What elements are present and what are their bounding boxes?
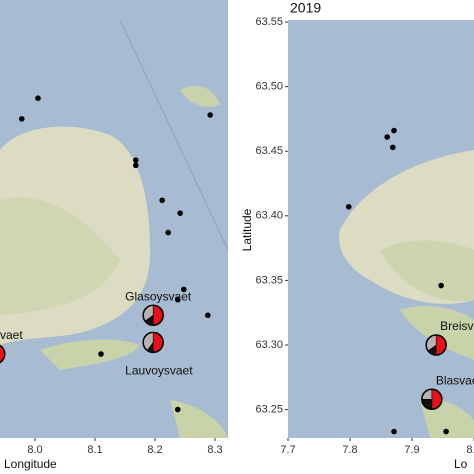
y-tick-label: 63.25 <box>255 403 283 415</box>
site-point <box>384 134 391 140</box>
pie-outline <box>0 344 6 364</box>
site-label: Breisv <box>440 319 473 333</box>
site-point <box>132 157 139 164</box>
site-point <box>18 116 25 122</box>
site-point <box>204 312 211 319</box>
site-point <box>98 351 104 357</box>
site-point <box>391 428 397 435</box>
site-point <box>177 210 183 216</box>
site-point <box>207 112 213 118</box>
x-tick-label: 8.0 <box>466 444 474 456</box>
site-point <box>35 95 41 101</box>
site-label: Lauvoysvaet <box>125 364 193 378</box>
map-layer: Glasoysvaet Lauvoysvaet vaet <box>0 95 213 413</box>
pie-outline <box>142 331 164 354</box>
site-point <box>345 203 352 210</box>
site-point <box>389 144 396 151</box>
site-point <box>174 406 181 413</box>
map-background <box>0 0 228 438</box>
site-point <box>165 229 171 236</box>
site-point <box>438 282 444 289</box>
y-axis-label: Latitude <box>240 208 254 251</box>
site-point <box>159 197 165 204</box>
site-point <box>174 296 181 303</box>
x-tick-label: 7.7 <box>280 444 295 456</box>
x-tick-label: 8.2 <box>147 444 162 456</box>
y-tick-label: 63.30 <box>255 339 283 351</box>
x-tick-label: 7.9 <box>404 444 419 456</box>
y-tick-label: 63.35 <box>255 274 283 286</box>
map-background <box>288 20 474 438</box>
x-tick-label: 8.1 <box>87 444 102 456</box>
site-point <box>180 286 187 293</box>
site-label: vaet <box>0 328 23 342</box>
x-tick-label: 7.8 <box>342 444 357 456</box>
x-tick-label: 8.3 <box>207 444 222 456</box>
y-tick-label: 63.55 <box>255 16 283 28</box>
x-axis-label: Lo <box>454 457 468 471</box>
pie-outline <box>425 334 447 356</box>
site-point <box>391 127 397 134</box>
site-label: Glasoysvaet <box>125 289 192 303</box>
pie-outline <box>142 304 164 327</box>
site-label: Blasvaers <box>436 373 474 387</box>
x-axis-label: Longitude <box>4 457 57 471</box>
pie-outline <box>421 388 443 410</box>
site-point <box>443 428 449 435</box>
x-tick-label: 8.0 <box>27 444 42 456</box>
y-tick-label: 63.50 <box>255 81 283 93</box>
site-point <box>132 162 139 169</box>
panel-title: 2019 <box>290 0 321 16</box>
y-tick-label: 63.45 <box>255 145 283 157</box>
map-layer: Breisv Blasvaers <box>345 127 474 435</box>
y-tick-label: 63.40 <box>255 210 283 222</box>
